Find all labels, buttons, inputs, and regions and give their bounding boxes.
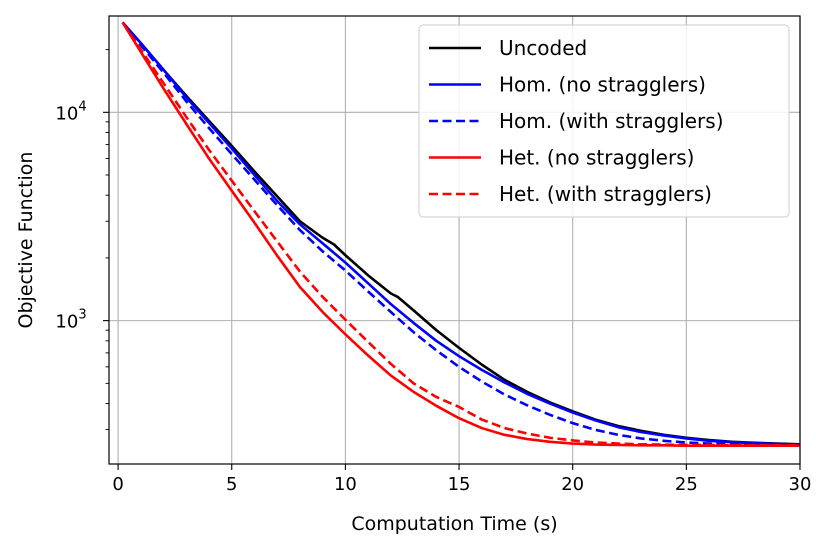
y-axis-title: Objective Function: [15, 152, 37, 329]
legend-label: Uncoded: [499, 36, 587, 60]
y-tick-label: 104: [55, 99, 86, 124]
y-tick-label-exponent: 4: [78, 99, 86, 114]
series-line-hom-no-stragglers: [121, 21, 801, 446]
x-axis-title: Computation Time (s): [351, 513, 557, 535]
x-tick-label: 5: [226, 474, 237, 495]
y-tick-label-base: 10: [55, 312, 78, 333]
legend-label: Hom. (no stragglers): [499, 73, 706, 97]
legend-label: Het. (no stragglers): [499, 146, 694, 170]
y-tick-label-base: 10: [55, 103, 78, 124]
plot-frame: [108, 15, 801, 465]
y-tick-label: 103: [55, 308, 86, 333]
legend-label: Hom. (with stragglers): [499, 109, 724, 133]
x-tick-label: 30: [789, 474, 812, 495]
series-line-het-with-stragglers: [121, 21, 800, 447]
x-tick-label: 10: [334, 474, 357, 495]
y-tick-label-exponent: 3: [78, 308, 86, 323]
x-tick-label: 15: [448, 474, 471, 495]
series-lines: [121, 21, 801, 447]
x-tick-label: 0: [112, 474, 123, 495]
legend-box: [418, 24, 790, 218]
legend-entries: Uncoded Hom. (no stragglers) Hom. (with st…: [429, 36, 724, 206]
legend: Uncoded Hom. (no stragglers) Hom. (with st…: [418, 24, 790, 218]
x-tick-label: 20: [561, 474, 584, 495]
legend-label: Het. (with stragglers): [499, 182, 712, 206]
x-tick-label: 25: [675, 474, 698, 495]
